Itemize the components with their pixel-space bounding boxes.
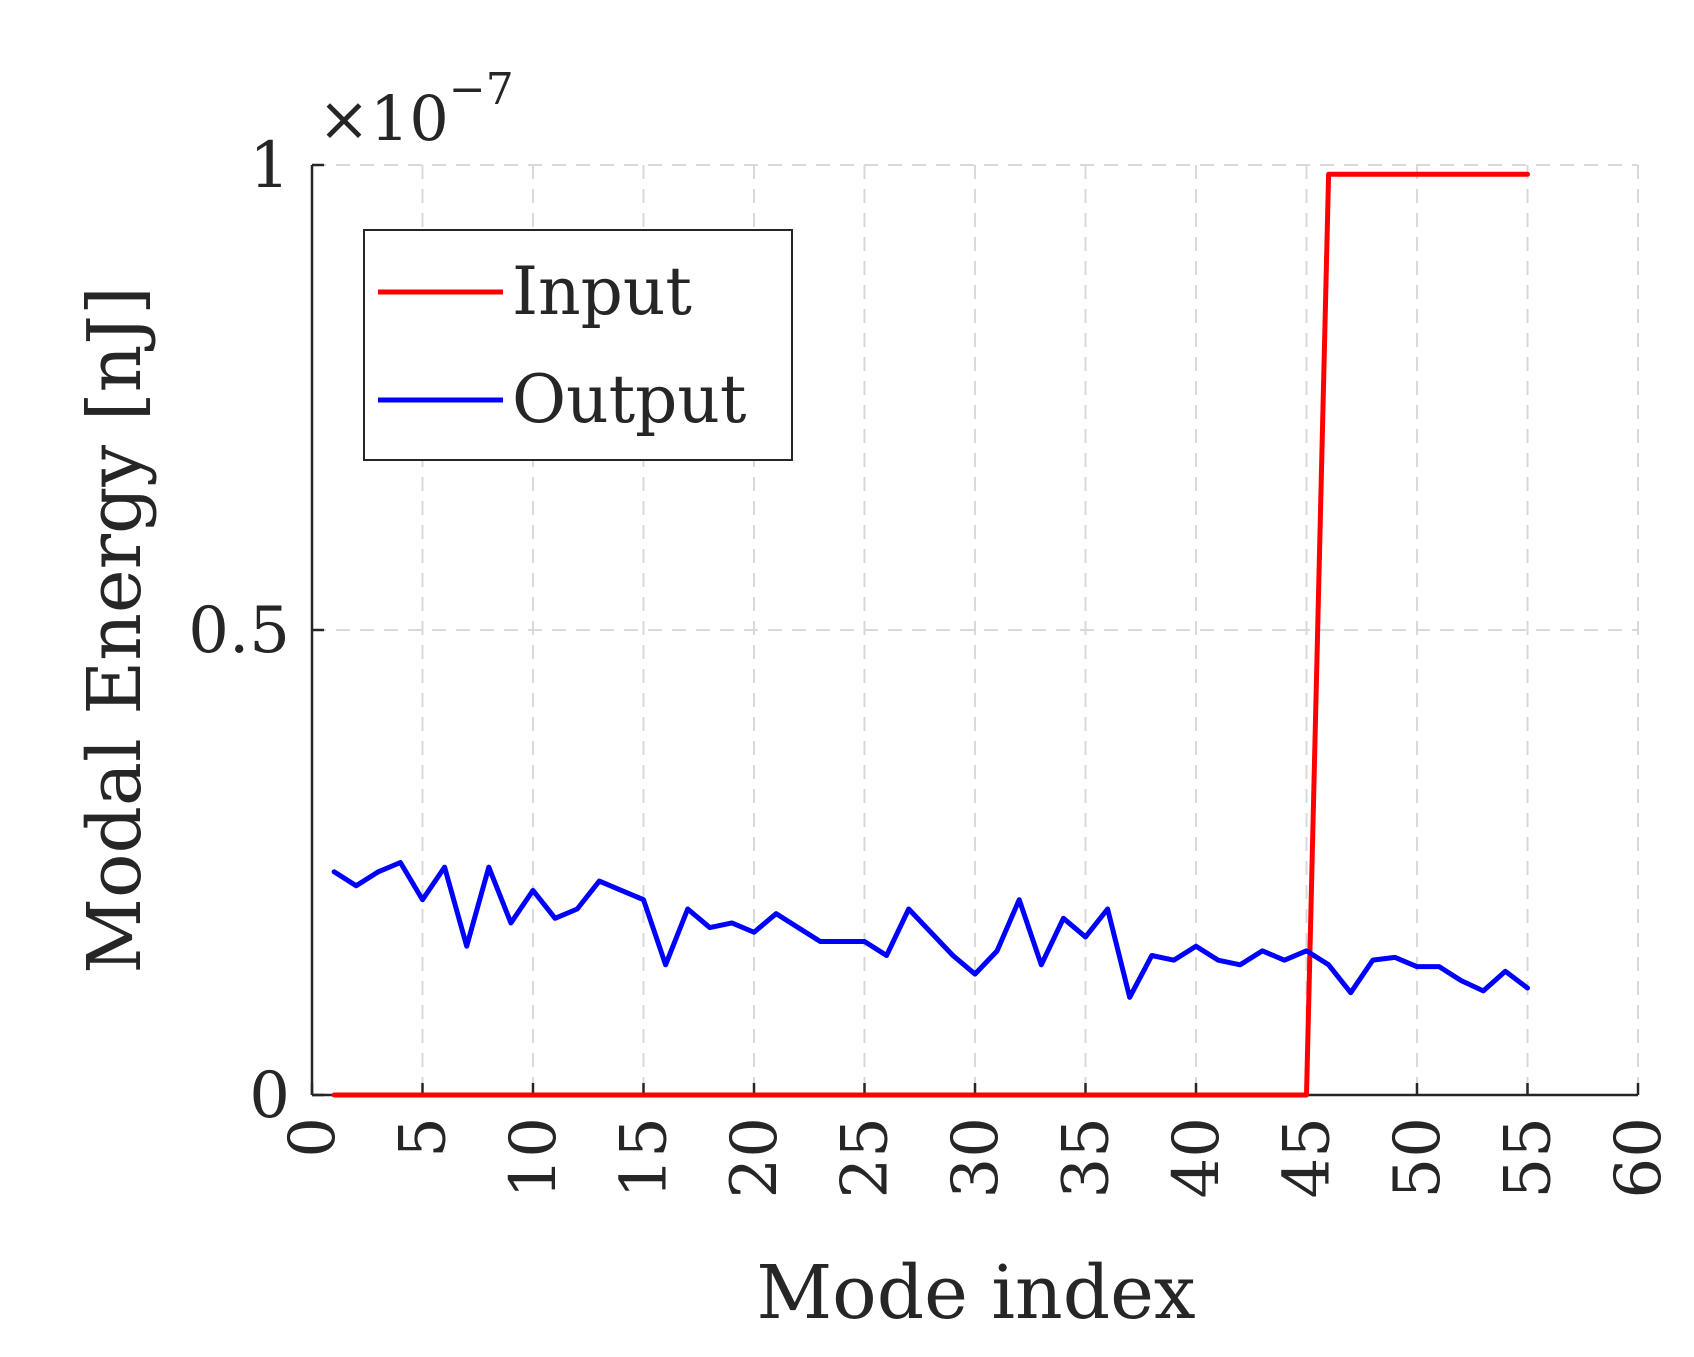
x-axis-title: Mode index bbox=[756, 1250, 1195, 1336]
y-axis-title: Modal Energy [nJ] bbox=[72, 286, 158, 974]
x-tick-label-60: 60 bbox=[1602, 1117, 1676, 1198]
x-tick-label-25: 25 bbox=[829, 1117, 903, 1198]
legend: Input Output bbox=[363, 229, 793, 461]
x-tick-label-50: 50 bbox=[1381, 1117, 1455, 1198]
legend-label-input: Input bbox=[512, 253, 692, 330]
x-tick-label-10: 10 bbox=[497, 1117, 571, 1198]
x-tick-label-40: 40 bbox=[1160, 1117, 1234, 1198]
x-tick-label-15: 15 bbox=[608, 1117, 682, 1198]
y-exponent-power: −7 bbox=[449, 64, 514, 115]
y-tick-label-1: 1 bbox=[249, 129, 290, 203]
legend-box bbox=[363, 229, 793, 461]
y-exponent-label: ×10−7 bbox=[318, 64, 514, 155]
x-tick-label-55: 55 bbox=[1492, 1117, 1566, 1198]
x-tick-label-45: 45 bbox=[1271, 1117, 1345, 1198]
series-line-input bbox=[331, 171, 1530, 1098]
x-tick-label-0: 0 bbox=[276, 1117, 350, 1158]
legend-label-output: Output bbox=[512, 361, 746, 438]
x-tick-label-30: 30 bbox=[939, 1117, 1013, 1198]
series-line-output bbox=[331, 860, 1530, 1000]
x-tick-label-35: 35 bbox=[1050, 1117, 1124, 1198]
x-tick-label-5: 5 bbox=[387, 1117, 461, 1158]
series-lines bbox=[331, 171, 1530, 1098]
x-tick-label-20: 20 bbox=[718, 1117, 792, 1198]
y-tick-label-0: 0 bbox=[249, 1059, 290, 1133]
y-tick-label-0.5: 0.5 bbox=[188, 594, 290, 668]
